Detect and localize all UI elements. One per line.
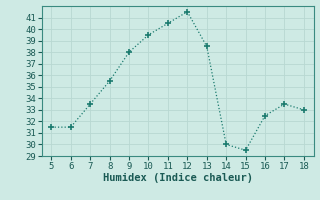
X-axis label: Humidex (Indice chaleur): Humidex (Indice chaleur) xyxy=(103,173,252,183)
